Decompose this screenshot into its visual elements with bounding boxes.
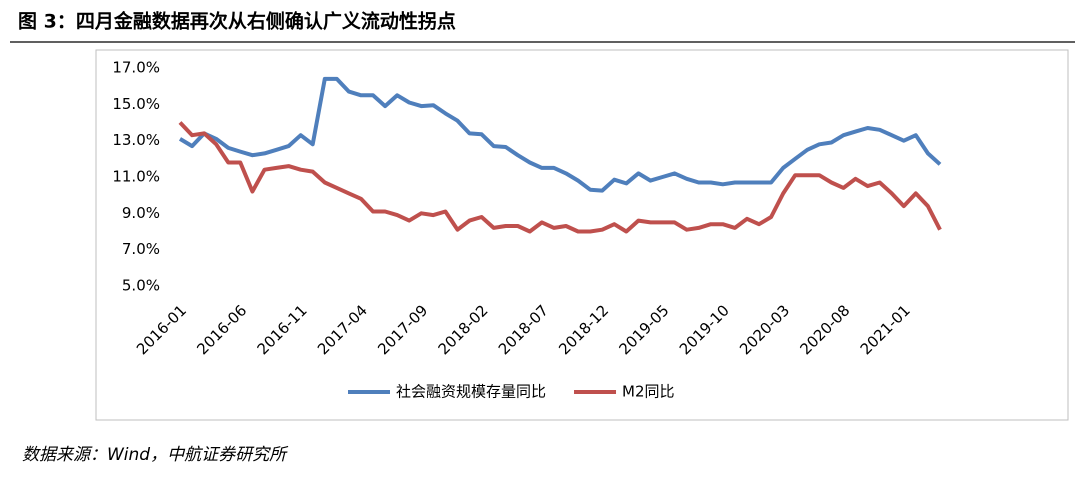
x-tick-label: 2020-03: [736, 301, 793, 358]
x-tick-label: 2016-06: [193, 301, 250, 358]
x-tick-label: 2016-11: [254, 301, 311, 358]
legend-label: M2同比: [622, 383, 675, 401]
x-tick-label: 2017-04: [314, 301, 371, 358]
y-tick-label: 9.0%: [122, 204, 160, 222]
source-note: 数据来源：Wind，中航证券研究所: [22, 445, 289, 465]
y-tick-label: 17.0%: [112, 59, 160, 77]
y-tick-label: 11.0%: [112, 168, 160, 186]
x-tick-label: 2018-07: [495, 301, 552, 358]
x-tick-label: 2019-10: [676, 301, 733, 358]
x-tick-label: 2019-05: [615, 301, 672, 358]
series-line: [178, 121, 942, 234]
y-tick-label: 13.0%: [112, 131, 160, 149]
figure-title: 图 3：四月金融数据再次从右侧确认广义流动性拐点: [18, 10, 456, 33]
y-tick-label: 7.0%: [122, 240, 160, 258]
legend-label: 社会融资规模存量同比: [396, 383, 546, 401]
x-tick-label: 2018-02: [435, 301, 492, 358]
x-tick-label: 2018-12: [555, 301, 612, 358]
x-tick-label: 2021-01: [857, 301, 914, 358]
y-tick-label: 15.0%: [112, 95, 160, 113]
y-tick-label: 5.0%: [122, 277, 160, 295]
x-tick-label: 2020-08: [796, 301, 853, 358]
chart-frame: [95, 49, 1069, 421]
x-tick-label: 2017-09: [374, 301, 431, 358]
series-line: [178, 76, 942, 193]
x-tick-label: 2016-01: [133, 301, 190, 358]
